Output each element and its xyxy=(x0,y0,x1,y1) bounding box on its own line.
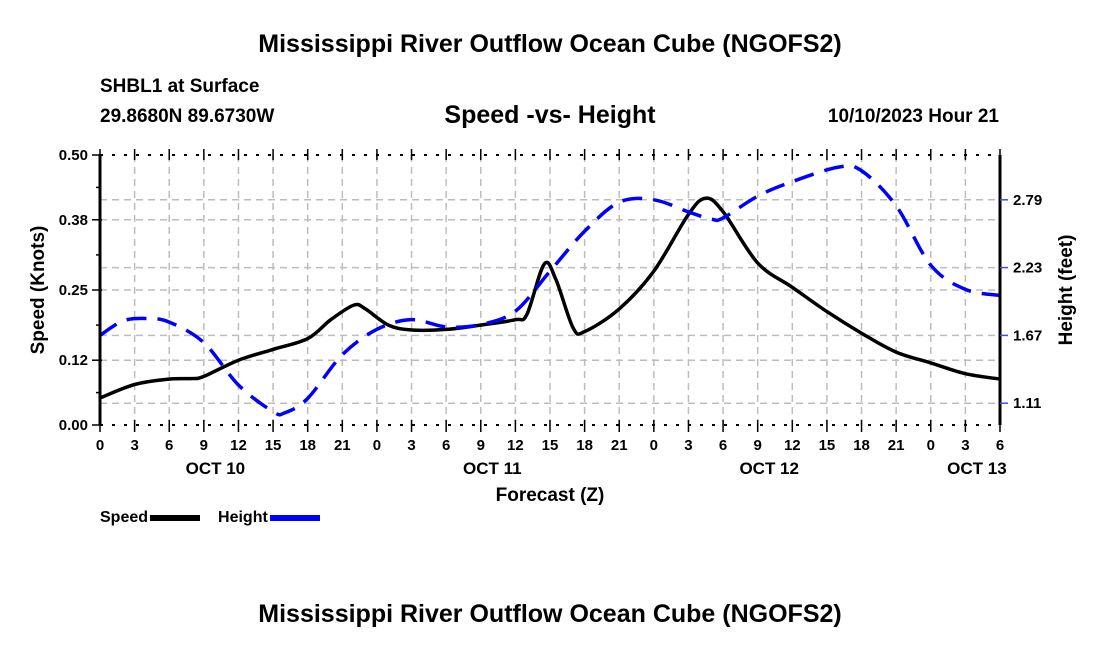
legend-speed-label: Speed xyxy=(100,509,149,526)
legend-height-swatch xyxy=(269,515,320,521)
series-line-height xyxy=(99,164,1001,417)
y2-tick-label: 2.79 xyxy=(1013,192,1042,209)
series-line-speed xyxy=(99,196,1001,400)
date-label: OCT 12 xyxy=(739,459,799,478)
x-tick-label: 6 xyxy=(996,437,1004,454)
x-tick-label: 15 xyxy=(542,437,559,454)
x-tick-label: 18 xyxy=(576,437,593,454)
date-label: OCT 11 xyxy=(463,459,522,478)
y-tick-label: 0.00 xyxy=(59,417,88,434)
chart-title: Mississippi River Outflow Ocean Cube (NG… xyxy=(258,30,842,58)
x-tick-label: 18 xyxy=(299,437,316,454)
axes: 0 3 6 9 12 15 18 21 0 3 6 9 12 15 18 21 0 3 6 9 12 15 18 21 0 3 6O… xyxy=(59,147,1042,478)
x-tick-label: 18 xyxy=(853,437,870,454)
x-tick-label: 6 xyxy=(442,437,450,454)
y2-tick-label: 1.11 xyxy=(1013,395,1041,412)
x-tick-label: 15 xyxy=(819,437,836,454)
x-tick-label: 21 xyxy=(334,437,351,454)
y-tick-label: 0.38 xyxy=(59,212,88,229)
legend-speed-swatch xyxy=(150,515,201,521)
x-tick-label: 3 xyxy=(684,437,692,454)
x-tick-label: 3 xyxy=(961,437,969,454)
x-tick-label: 12 xyxy=(784,437,801,454)
x-tick-label: 21 xyxy=(888,437,905,454)
x-tick-label: 21 xyxy=(611,437,628,454)
x-axis-label: Forecast (Z) xyxy=(496,485,605,506)
legend-height-label: Height xyxy=(218,509,268,526)
forecast-datetime: 10/10/2023 Hour 21 xyxy=(827,106,999,127)
x-tick-label: 12 xyxy=(230,437,247,454)
date-label: OCT 13 xyxy=(947,459,1007,478)
y2-axis-label: Height (feet) xyxy=(1056,235,1077,346)
station-coordinates: 29.8680N 89.6730W xyxy=(100,106,275,127)
x-tick-label: 0 xyxy=(373,437,381,454)
station-label: SHBL1 at Surface xyxy=(100,76,260,97)
y-tick-label: 0.12 xyxy=(59,352,88,369)
x-tick-label: 0 xyxy=(927,437,935,454)
legend: Speed Height xyxy=(100,509,338,527)
y2-tick-label: 2.23 xyxy=(1013,260,1042,277)
date-label: OCT 10 xyxy=(186,459,246,478)
x-tick-label: 6 xyxy=(165,437,173,454)
footer-title: Mississippi River Outflow Ocean Cube (NG… xyxy=(258,600,842,628)
x-tick-label: 15 xyxy=(265,437,282,454)
x-tick-label: 9 xyxy=(754,437,762,454)
grid-lines xyxy=(100,155,1000,425)
x-tick-label: 0 xyxy=(96,437,104,454)
series-layer xyxy=(99,164,1001,417)
y-tick-label: 0.50 xyxy=(59,147,88,164)
chart-subtitle: Speed -vs- Height xyxy=(444,101,656,129)
y-axis-label: Speed (Knots) xyxy=(28,226,49,355)
y-tick-label: 0.25 xyxy=(59,282,88,299)
x-tick-label: 3 xyxy=(407,437,415,454)
y2-tick-label: 1.67 xyxy=(1013,327,1042,344)
x-tick-label: 6 xyxy=(719,437,727,454)
x-tick-label: 9 xyxy=(477,437,485,454)
x-tick-label: 9 xyxy=(200,437,208,454)
x-tick-label: 0 xyxy=(650,437,658,454)
x-tick-label: 3 xyxy=(130,437,138,454)
axis-labels: Forecast (Z) Speed (Knots) Height (feet) xyxy=(28,226,1077,506)
x-tick-label: 12 xyxy=(507,437,524,454)
